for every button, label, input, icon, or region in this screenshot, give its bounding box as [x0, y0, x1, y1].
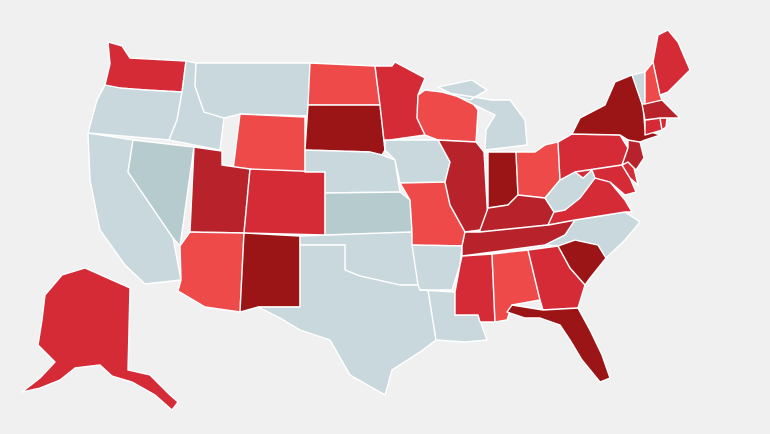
state-mississippi[interactable]	[454, 253, 496, 323]
state-nevada[interactable]	[127, 139, 195, 247]
state-washington[interactable]	[104, 41, 187, 93]
state-south-dakota[interactable]	[304, 104, 386, 156]
state-north-dakota[interactable]	[307, 62, 381, 106]
state-north-carolina[interactable]	[544, 211, 641, 259]
state-oregon[interactable]	[87, 84, 183, 141]
state-kansas[interactable]	[324, 191, 413, 236]
state-alaska[interactable]	[21, 267, 179, 411]
state-rhode-island[interactable]	[659, 117, 668, 131]
state-colorado[interactable]	[243, 168, 326, 236]
state-massachusetts[interactable]	[641, 99, 681, 121]
state-arkansas[interactable]	[411, 244, 463, 291]
state-new-jersey[interactable]	[621, 139, 645, 171]
state-wyoming[interactable]	[232, 113, 306, 173]
state-illinois[interactable]	[437, 139, 489, 233]
state-texas[interactable]	[257, 244, 437, 396]
state-arizona[interactable]	[177, 231, 245, 313]
state-montana[interactable]	[194, 62, 311, 119]
state-connecticut[interactable]	[644, 117, 663, 136]
state-maine[interactable]	[652, 29, 691, 96]
state-florida[interactable]	[506, 304, 611, 383]
state-new-hampshire[interactable]	[644, 61, 663, 105]
state-michigan[interactable]	[437, 79, 528, 151]
state-new-mexico[interactable]	[239, 232, 301, 313]
